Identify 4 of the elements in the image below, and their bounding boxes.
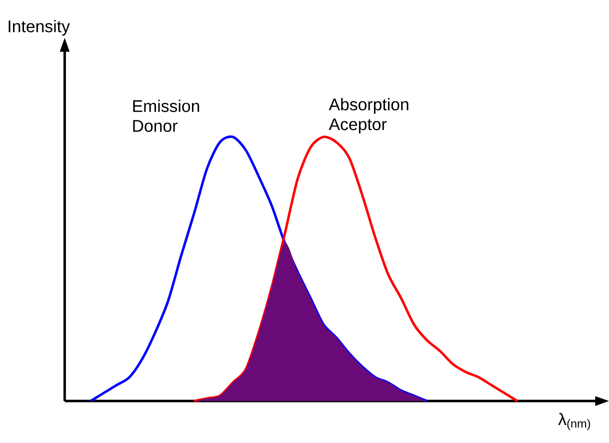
series-label: Emission Donor	[133, 100, 200, 132]
series-label: Absorption Aceptor	[328, 98, 408, 134]
x-axis-title: λ$_{(nm)}$	[558, 412, 590, 430]
text: Intensity	[8, 20, 70, 36]
